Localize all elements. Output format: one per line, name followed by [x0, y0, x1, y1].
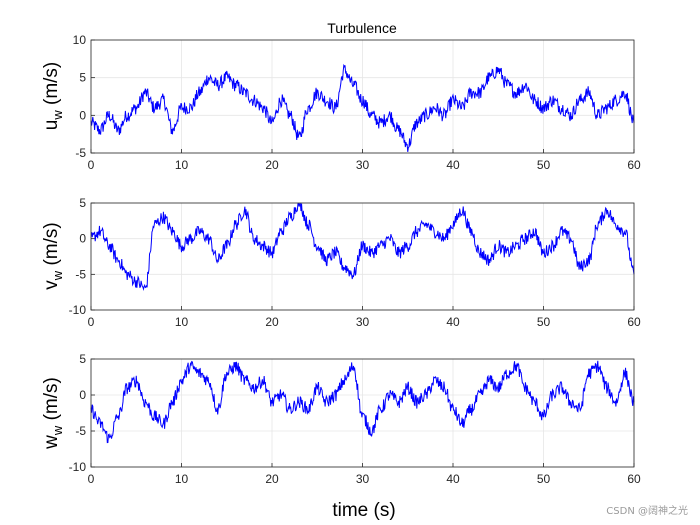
axes-frame-w: [90, 358, 635, 468]
y-label-sub-u: w: [50, 110, 65, 121]
x-tick-label-u-2: 20: [265, 158, 279, 172]
y-tick-label-u-0: -5: [75, 146, 86, 160]
y-label-sub-v: w: [50, 270, 65, 281]
y-tick-label-u-1: 0: [79, 108, 86, 122]
x-tick-label-u-6: 60: [627, 158, 641, 172]
y-label-main-u: u: [41, 120, 62, 131]
y-tick-label-v-3: 5: [79, 196, 86, 210]
y-tick-label-v-2: 0: [79, 232, 86, 246]
y-label-unit-u: (m/s): [41, 62, 62, 111]
axes-frame-u: [90, 39, 635, 154]
x-tick-label-v-3: 30: [356, 315, 370, 329]
x-tick-label-v-6: 60: [627, 315, 641, 329]
y-axis-label-u: uw (m/s): [41, 62, 65, 131]
x-tick-label-w-6: 60: [627, 472, 641, 486]
y-label-main-v: v: [41, 280, 62, 290]
y-label-sub-w: w: [50, 425, 65, 436]
y-label-main-w: w: [41, 435, 62, 450]
x-tick-label-v-5: 50: [537, 315, 551, 329]
x-tick-label-w-3: 30: [356, 472, 370, 486]
y-tick-label-u-3: 10: [73, 33, 87, 47]
y-tick-label-w-0: -10: [69, 460, 87, 474]
x-tick-label-w-2: 20: [265, 472, 279, 486]
x-tick-label-u-4: 40: [446, 158, 460, 172]
x-tick-label-v-1: 10: [175, 315, 189, 329]
x-tick-label-u-0: 0: [88, 158, 95, 172]
x-tick-label-v-2: 20: [265, 315, 279, 329]
series-line-u: [90, 63, 635, 152]
y-label-unit-v: (m/s): [41, 222, 62, 271]
x-axis-label: time (s): [332, 500, 395, 521]
x-tick-label-u-3: 30: [356, 158, 370, 172]
series-line-w: [90, 360, 635, 444]
x-tick-label-v-0: 0: [88, 315, 95, 329]
panel-w: 0 10 20 30 40 50 60 -10 -5 0 5 ww (m/s) time (s): [41, 352, 641, 521]
x-tick-label-w-4: 40: [446, 472, 460, 486]
y-axis-label-v: vw (m/s): [41, 222, 65, 289]
x-tick-label-w-0: 0: [88, 472, 95, 486]
y-tick-label-v-0: -10: [69, 303, 87, 317]
x-tick-label-u-5: 50: [537, 158, 551, 172]
series-line-v: [90, 203, 635, 292]
watermark: CSDN @阔神之光: [606, 506, 688, 517]
y-tick-label-w-1: -5: [75, 424, 86, 438]
ticks-v: 0 10 20 30 40 50 60 -10 -5 0 5: [69, 196, 641, 329]
y-tick-label-w-2: 0: [79, 388, 86, 402]
x-tick-label-v-4: 40: [446, 315, 460, 329]
y-tick-label-u-2: 5: [79, 71, 86, 85]
axes-frame-v: [90, 202, 635, 311]
chart-title: Turbulence: [327, 20, 397, 36]
y-tick-label-w-3: 5: [79, 352, 86, 366]
y-label-unit-w: (m/s): [41, 377, 62, 426]
x-tick-label-u-1: 10: [175, 158, 189, 172]
ticks-w: 0 10 20 30 40 50 60 -10 -5 0 5: [69, 352, 641, 486]
panel-v: 0 10 20 30 40 50 60 -10 -5 0 5 vw (m/s): [41, 196, 641, 329]
x-tick-label-w-5: 50: [537, 472, 551, 486]
y-axis-label-w: ww (m/s): [41, 377, 65, 450]
x-tick-label-w-1: 10: [175, 472, 189, 486]
y-tick-label-v-1: -5: [75, 267, 86, 281]
